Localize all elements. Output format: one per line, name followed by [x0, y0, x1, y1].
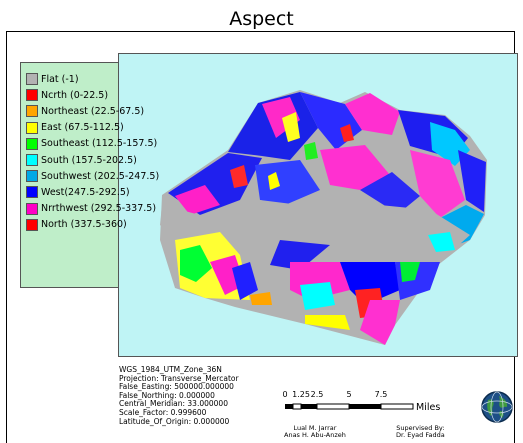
- scale-bar: 0 1.25 2.5 5 7.5 Miles: [280, 390, 440, 420]
- legend-item: Flat (-1): [26, 71, 159, 87]
- terrain-patch: [230, 165, 248, 188]
- terrain-patch: [345, 93, 400, 135]
- legend-swatch: [26, 186, 38, 199]
- supervisor-credit: Supervised By: Dr. Eyad Fadda: [396, 425, 445, 439]
- authors-credit: Lual M. Jarrar Anas H. Abu-Anzeh: [284, 425, 346, 439]
- legend-label: Flat (-1): [41, 73, 79, 85]
- projection-line: False_Easting: 500000.000000: [119, 382, 234, 392]
- scale-segment: [349, 404, 381, 409]
- scale-segment: [380, 403, 414, 410]
- terrain-patch: [304, 142, 318, 160]
- scale-tick-label: 1.25: [292, 390, 310, 399]
- legend-swatch: [26, 73, 38, 86]
- legend-label: Northeast (22.5-67.5): [41, 105, 145, 117]
- author-name: Anas H. Abu-Anzeh: [284, 431, 346, 439]
- legend-item: East (67.5-112.5): [26, 120, 159, 136]
- legend-swatch: [26, 89, 38, 102]
- terrain-patch: [305, 315, 350, 330]
- legend-swatch: [26, 202, 38, 215]
- terrain-patch: [360, 300, 400, 345]
- terrain-patch: [268, 172, 280, 190]
- legend-swatch: [26, 105, 38, 118]
- terrain-patch: [180, 245, 212, 282]
- legend-label: West(247.5-292.5): [41, 186, 130, 198]
- projection-line: False_Northing: 0.000000: [119, 390, 215, 400]
- legend-item: Ncrth (0-22.5): [26, 87, 159, 103]
- scale-units: Miles: [416, 402, 441, 413]
- terrain-flat-band: [160, 200, 470, 262]
- legend-label: East (67.5-112.5): [41, 122, 124, 134]
- legend-swatch: [26, 218, 38, 231]
- supervisor-label: Supervised By:: [396, 424, 445, 432]
- scale-segment: [316, 403, 350, 410]
- projection-line: Latitude_Of_Origin: 0.000000: [119, 416, 230, 426]
- legend-swatch: [26, 121, 38, 134]
- terrain-patch: [250, 292, 272, 305]
- scale-tick-label: 7.5: [374, 390, 388, 399]
- projection-line: Projection: Transverse_Mercator: [119, 373, 239, 383]
- legend-swatch: [26, 154, 38, 167]
- legend-item: Nrrthwest (292.5-337.5): [26, 201, 159, 217]
- scale-segment: [285, 404, 293, 409]
- scale-bar-graphic: [285, 403, 414, 410]
- terrain-patch: [255, 160, 320, 205]
- author-name: Lual M. Jarrar: [293, 424, 337, 432]
- legend-swatch: [26, 170, 38, 183]
- terrain-patch: [300, 282, 335, 310]
- terrain-patch: [340, 262, 400, 305]
- legend: Flat (-1) Ncrth (0-22.5) Northeast (22.5-6…: [26, 71, 159, 233]
- terrain-patch: [270, 240, 330, 270]
- terrain-patch: [428, 232, 455, 252]
- terrain-patch: [410, 150, 465, 218]
- legend-label: Nrrthwest (292.5-337.5): [41, 203, 157, 215]
- terrain-patch: [340, 124, 354, 142]
- legend-item: North (337.5-360): [26, 217, 159, 233]
- legend-swatch: [26, 137, 38, 150]
- projection-line: Scale_Factor: 0.999600: [119, 407, 207, 417]
- scale-tick-label: 5: [346, 390, 352, 399]
- legend-item: Northeast (22.5-67.5): [26, 103, 159, 119]
- legend-label: South (157.5-202.5): [41, 154, 137, 166]
- terrain-patch: [458, 150, 486, 212]
- globe-icon: [481, 391, 513, 423]
- legend-item: Southwest (202.5-247.5): [26, 168, 159, 184]
- supervisor-name: Dr. Eyad Fadda: [396, 431, 445, 439]
- scale-tick-label: 2.5: [310, 390, 324, 399]
- terrain-patch: [232, 262, 258, 300]
- projection-info: WGS_1984_UTM_Zone_36N Projection: Transve…: [119, 365, 239, 426]
- scale-segment: [301, 404, 317, 409]
- legend-item: Southeast (112.5-157.5): [26, 136, 159, 152]
- legend-label: North (337.5-360): [41, 219, 127, 231]
- terrain-patch: [282, 112, 300, 142]
- legend-label: Southeast (112.5-157.5): [41, 138, 158, 150]
- projection-line: WGS_1984_UTM_Zone_36N: [119, 365, 222, 374]
- map-title: Aspect: [229, 8, 294, 30]
- legend-item: West(247.5-292.5): [26, 184, 159, 200]
- terrain-patch: [175, 185, 220, 215]
- projection-line: Central_Meridian: 33.000000: [119, 399, 228, 409]
- legend-label: Southwest (202.5-247.5): [41, 170, 160, 182]
- scale-tick-label: 0: [282, 390, 288, 399]
- terrain-patch: [400, 262, 420, 282]
- terrain-patch: [320, 145, 390, 190]
- legend-label: Ncrth (0-22.5): [41, 89, 109, 101]
- legend-item: South (157.5-202.5): [26, 152, 159, 168]
- scale-segment: [292, 403, 302, 410]
- terrain-patch: [360, 172, 420, 214]
- terrain-patch: [262, 97, 300, 138]
